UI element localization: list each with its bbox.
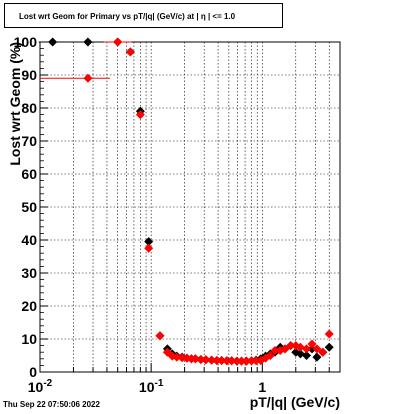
data-point [83,73,93,83]
data-point [247,356,257,366]
data-point [307,344,317,354]
data-point [318,347,328,357]
x-tick-label: 1 [258,379,266,395]
data-point [172,352,182,362]
timestamp-footer: Thu Sep 22 07:50:06 2022 [3,400,100,409]
data-point [302,351,312,360]
data-point [177,353,187,363]
data-point [222,356,232,366]
data-point [265,351,275,360]
axis-labels: 0 10 20 30 40 50 60 70 80 90 100 10-2 10-1 1pT/|q| (G… [7,34,340,410]
data-point [190,354,200,364]
data-point [241,356,251,366]
data-point [286,341,296,351]
data-point [270,346,280,356]
y-tick-label: 100 [14,34,38,50]
y-tick-label: 90 [21,67,37,83]
data-point [237,356,247,366]
y-tick-label: 0 [29,364,37,380]
series-layer [38,37,334,366]
series-1 [40,37,334,366]
data-point [144,243,154,253]
plot-frame [39,41,341,373]
data-point [48,37,58,47]
data-point [302,344,312,354]
data-point [212,355,222,365]
data-point [155,331,165,341]
y-tick-label: 10 [21,331,37,347]
y-tick-label: 30 [21,265,37,281]
axis-ticks [39,41,341,373]
data-point [113,37,123,47]
data-point [207,355,217,365]
data-point [312,352,322,362]
y-tick-label: 40 [21,232,37,248]
data-point [201,355,211,365]
data-point [125,47,135,57]
data-point [312,344,322,354]
x-tick-label: 10-1 [139,378,164,395]
y-tick-label: 20 [21,298,37,314]
data-point [135,110,145,120]
y-tick-label: 60 [21,166,37,182]
x-tick-label: 10-2 [28,378,53,395]
y-tick-label: 50 [21,199,37,215]
data-point [232,356,242,366]
data-point [307,339,317,349]
data-point [144,237,154,247]
chart-title: Lost wrt Geom for Primary vs pT/|q| (GeV… [4,3,283,28]
data-point [295,349,305,359]
data-point [83,37,93,47]
data-point [196,354,206,364]
x-axis-label: pT/|q| (GeV/c) [250,394,340,410]
y-tick-label: 70 [21,133,37,149]
data-point [295,342,305,352]
y-axis-label: Lost wrt Geom (%) [7,42,23,166]
data-point [324,342,334,352]
data-point [227,356,237,366]
grid-lines [40,42,340,372]
data-point [324,329,334,339]
data-point [217,355,227,365]
y-tick-label: 80 [21,100,37,116]
